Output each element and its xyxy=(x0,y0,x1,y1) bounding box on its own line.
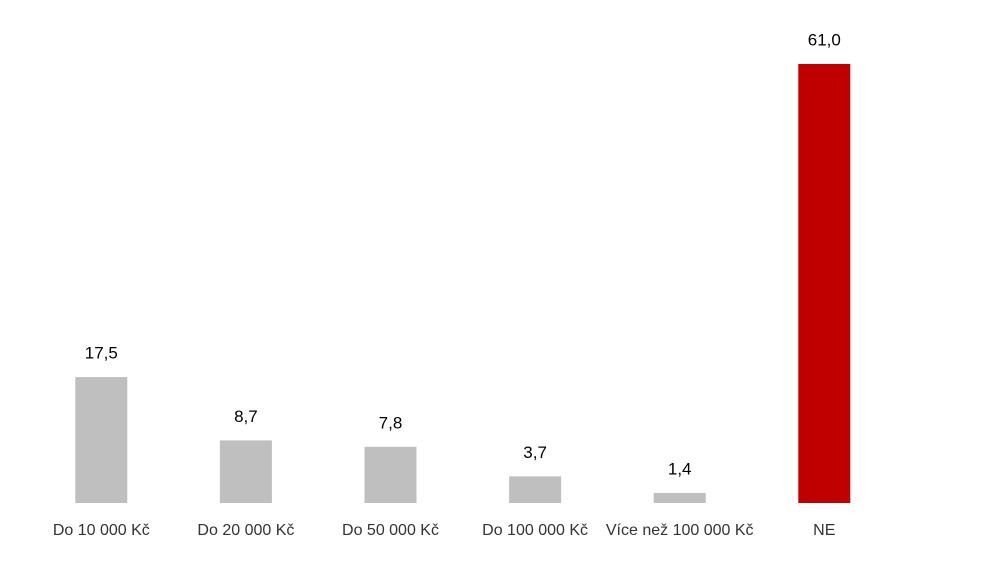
value-label: 61,0 xyxy=(808,30,841,49)
bar xyxy=(798,64,851,503)
value-label: 17,5 xyxy=(85,344,118,363)
bar xyxy=(653,492,706,503)
value-label: 3,7 xyxy=(523,443,547,462)
bar xyxy=(219,440,272,503)
value-label: 7,8 xyxy=(379,413,403,432)
x-tick-label: Do 20 000 Kč xyxy=(197,522,294,539)
bar xyxy=(75,377,128,503)
x-tick-label: Do 10 000 Kč xyxy=(53,522,150,539)
x-tick-label: NE xyxy=(813,522,835,539)
x-tick-label: Do 50 000 Kč xyxy=(342,522,439,539)
value-label: 8,7 xyxy=(234,407,258,426)
bar xyxy=(364,446,417,503)
value-label: 1,4 xyxy=(668,459,692,478)
x-tick-label: Více než 100 000 Kč xyxy=(606,522,754,539)
x-tick-label: Do 100 000 Kč xyxy=(482,522,588,539)
bar xyxy=(509,476,562,503)
